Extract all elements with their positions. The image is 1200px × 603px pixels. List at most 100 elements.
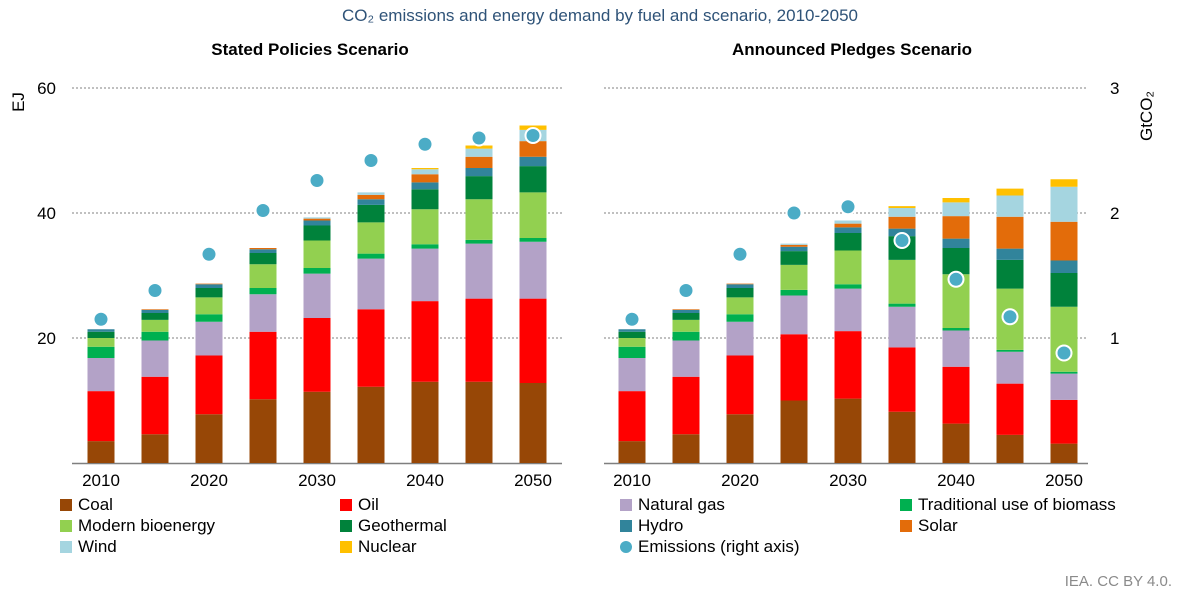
chart-title: CO₂ emissions and energy demand by fuel …	[342, 6, 858, 25]
left-axis-tick-label: 40	[37, 204, 56, 223]
bar-segment-solar	[141, 309, 169, 310]
bar-segment-trad	[1050, 371, 1078, 374]
right-axis-tick-label: 3	[1110, 79, 1119, 98]
bar-segment-hydro	[834, 227, 862, 233]
bar-segment-geo	[1050, 273, 1078, 307]
bar-segment-bio	[195, 297, 223, 315]
bar-segment-solar	[672, 309, 700, 310]
credit-text: IEA. CC BY 4.0.	[1064, 573, 1172, 590]
bar-segment-oil	[465, 298, 493, 382]
legend-item-solar: Solar	[900, 516, 958, 536]
bar-segment-oil	[357, 309, 385, 387]
bar-segment-oil	[672, 376, 700, 435]
left-axis-tick-label: 20	[37, 329, 56, 348]
x-tick-label: 2010	[613, 471, 651, 490]
bar-segment-trad	[888, 303, 916, 307]
bar-segment-coal	[195, 414, 223, 463]
legend-swatch	[60, 541, 72, 553]
right-axis-label: GtCO₂	[1137, 91, 1156, 141]
legend-item-trad: Traditional use of biomass	[900, 495, 1116, 515]
bar-segment-trad	[519, 238, 547, 242]
bar-segment-hydro	[726, 284, 754, 288]
bar-segment-solar	[888, 216, 916, 229]
bar-segment-wind	[357, 192, 385, 195]
bar-segment-gas	[249, 294, 277, 332]
emissions-marker	[731, 245, 749, 263]
bar-segment-gas	[87, 358, 115, 392]
legend-label: Wind	[78, 537, 117, 556]
bar-segment-geo	[780, 251, 808, 265]
bar-segment-gas	[996, 351, 1024, 384]
bar-segment-wind	[303, 217, 331, 219]
bar-segment-solar	[1050, 221, 1078, 261]
bar-segment-gas	[195, 321, 223, 356]
bar-segment-trad	[357, 253, 385, 259]
bar-segment-hydro	[1050, 260, 1078, 273]
bar-segment-solar	[519, 141, 547, 157]
legend-item-emissions: Emissions (right axis)	[620, 537, 800, 557]
emissions-marker	[947, 270, 965, 288]
legend-item-hydro: Hydro	[620, 516, 683, 536]
emissions-marker	[92, 310, 110, 328]
bar-segment-oil	[411, 301, 439, 382]
bar-segment-coal	[672, 434, 700, 463]
bar-segment-nuclear	[888, 206, 916, 208]
bar-segment-hydro	[195, 284, 223, 288]
legend-label: Traditional use of biomass	[918, 495, 1116, 514]
bar-segment-hydro	[411, 182, 439, 190]
legend-swatch	[60, 520, 72, 532]
bar-segment-hydro	[519, 156, 547, 167]
bar-segment-gas	[726, 321, 754, 356]
bar-segment-bio	[411, 209, 439, 245]
bar-segment-coal	[888, 411, 916, 463]
bar-segment-oil	[942, 366, 970, 424]
bar-segment-bio	[618, 338, 646, 347]
bar-segment-trad	[780, 289, 808, 296]
bar-segment-solar	[942, 216, 970, 239]
bar-segment-bio	[465, 199, 493, 240]
legend-label: Solar	[918, 516, 958, 535]
bar-segment-wind	[411, 169, 439, 175]
bar-segment-geo	[726, 288, 754, 298]
bar-segment-gas	[672, 340, 700, 377]
bar-segment-hydro	[357, 199, 385, 205]
x-tick-label: 2050	[514, 471, 552, 490]
left-axis-tick-label: 60	[37, 79, 56, 98]
legend-label: Emissions (right axis)	[638, 537, 800, 556]
bar-segment-nuclear	[942, 198, 970, 203]
bar-segment-wind	[996, 195, 1024, 217]
bar-segment-trad	[141, 331, 169, 341]
bar-segment-nuclear	[465, 145, 493, 149]
panel-title-announced-pledges: Announced Pledges Scenario	[732, 40, 972, 59]
bar-segment-oil	[195, 355, 223, 415]
x-tick-label: 2010	[82, 471, 120, 490]
bar-segment-hydro	[465, 168, 493, 177]
bar-segment-trad	[942, 328, 970, 331]
bar-segment-oil	[834, 331, 862, 399]
bar-segment-geo	[87, 331, 115, 338]
legend-label: Geothermal	[358, 516, 447, 535]
emissions-marker	[308, 172, 326, 189]
bar-segment-hydro	[780, 246, 808, 252]
bar-segment-geo	[996, 259, 1024, 289]
bar-segment-geo	[672, 313, 700, 320]
bar-segment-geo	[357, 204, 385, 223]
bar-segment-trad	[618, 346, 646, 358]
bar-segment-geo	[141, 313, 169, 320]
emissions-marker	[839, 198, 857, 216]
bar-segment-oil	[519, 298, 547, 383]
bar-segment-oil	[141, 376, 169, 435]
bar-segment-bio	[519, 192, 547, 238]
legend-label: Oil	[358, 495, 379, 514]
x-tick-label: 2020	[721, 471, 759, 490]
bar-segment-coal	[87, 441, 115, 463]
bar-segment-hydro	[672, 309, 700, 313]
bar-segment-wind	[942, 202, 970, 217]
bar-segment-hydro	[303, 220, 331, 226]
legend-swatch	[340, 541, 352, 553]
bar-segment-wind	[1050, 186, 1078, 222]
bar-segment-coal	[996, 434, 1024, 463]
x-tick-label: 2050	[1045, 471, 1083, 490]
legend-label: Nuclear	[358, 537, 417, 556]
bar-segment-hydro	[618, 329, 646, 332]
